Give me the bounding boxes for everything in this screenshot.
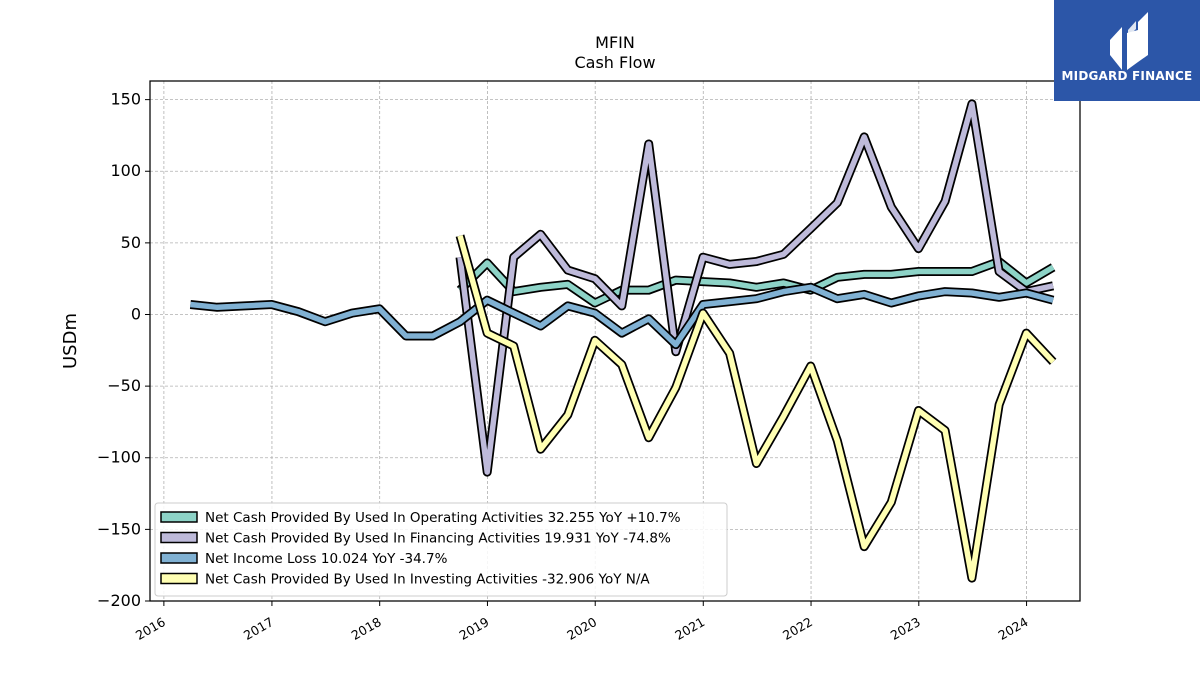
series-lines [189, 99, 1057, 583]
logo-mark-icon [1110, 12, 1148, 70]
legend-swatch-2 [160, 552, 198, 564]
chart-title: MFIN [595, 33, 635, 52]
legend-swatch-3 [160, 572, 198, 585]
legend-label-1: Net Cash Provided By Used In Financing A… [205, 531, 671, 547]
series-line-1 [457, 101, 1054, 475]
series-line-3 [457, 234, 1056, 581]
x-tick-label: 2021 [672, 614, 707, 643]
y-tick-label: −100 [97, 448, 141, 467]
x-tick-label: 2019 [456, 614, 491, 643]
series-line-2 [190, 284, 1054, 348]
chart-subtitle: Cash Flow [574, 53, 655, 72]
y-axis-label: USDm [60, 313, 81, 369]
legend-box [154, 502, 728, 597]
legend: Net Cash Provided By Used In Operating A… [154, 502, 728, 597]
legend-swatch-0 [160, 511, 198, 523]
y-tick-label: 150 [110, 90, 141, 109]
y-tick-label: −200 [97, 591, 141, 610]
series-line-0 [458, 258, 1055, 306]
plot-frame [149, 80, 1081, 602]
x-tick-label: 2022 [780, 614, 815, 643]
x-tick-label: 2017 [241, 614, 276, 643]
legend-label-3: Net Cash Provided By Used In Investing A… [205, 572, 650, 588]
legend-swatch-1 [160, 531, 198, 544]
legend-label-0: Net Cash Provided By Used In Operating A… [205, 510, 681, 526]
y-tick-label: 50 [121, 233, 141, 252]
legend-label-2: Net Income Loss 10.024 YoY -34.7% [205, 551, 448, 567]
x-tick-label: 2020 [564, 614, 599, 643]
x-tick-label: 2018 [349, 614, 384, 643]
y-tick-label: −50 [107, 376, 141, 395]
x-tick-label: 2023 [888, 614, 923, 643]
x-tick-label: 2016 [133, 614, 168, 643]
y-tick-label: −150 [97, 519, 141, 538]
logo-text: MIDGARD FINANCE [1061, 69, 1193, 83]
y-tick-label: 100 [110, 161, 141, 180]
midgard-finance-logo: MIDGARD FINANCE [1054, 0, 1200, 101]
y-tick-label: 0 [131, 304, 141, 323]
x-tick-label: 2024 [996, 614, 1031, 643]
